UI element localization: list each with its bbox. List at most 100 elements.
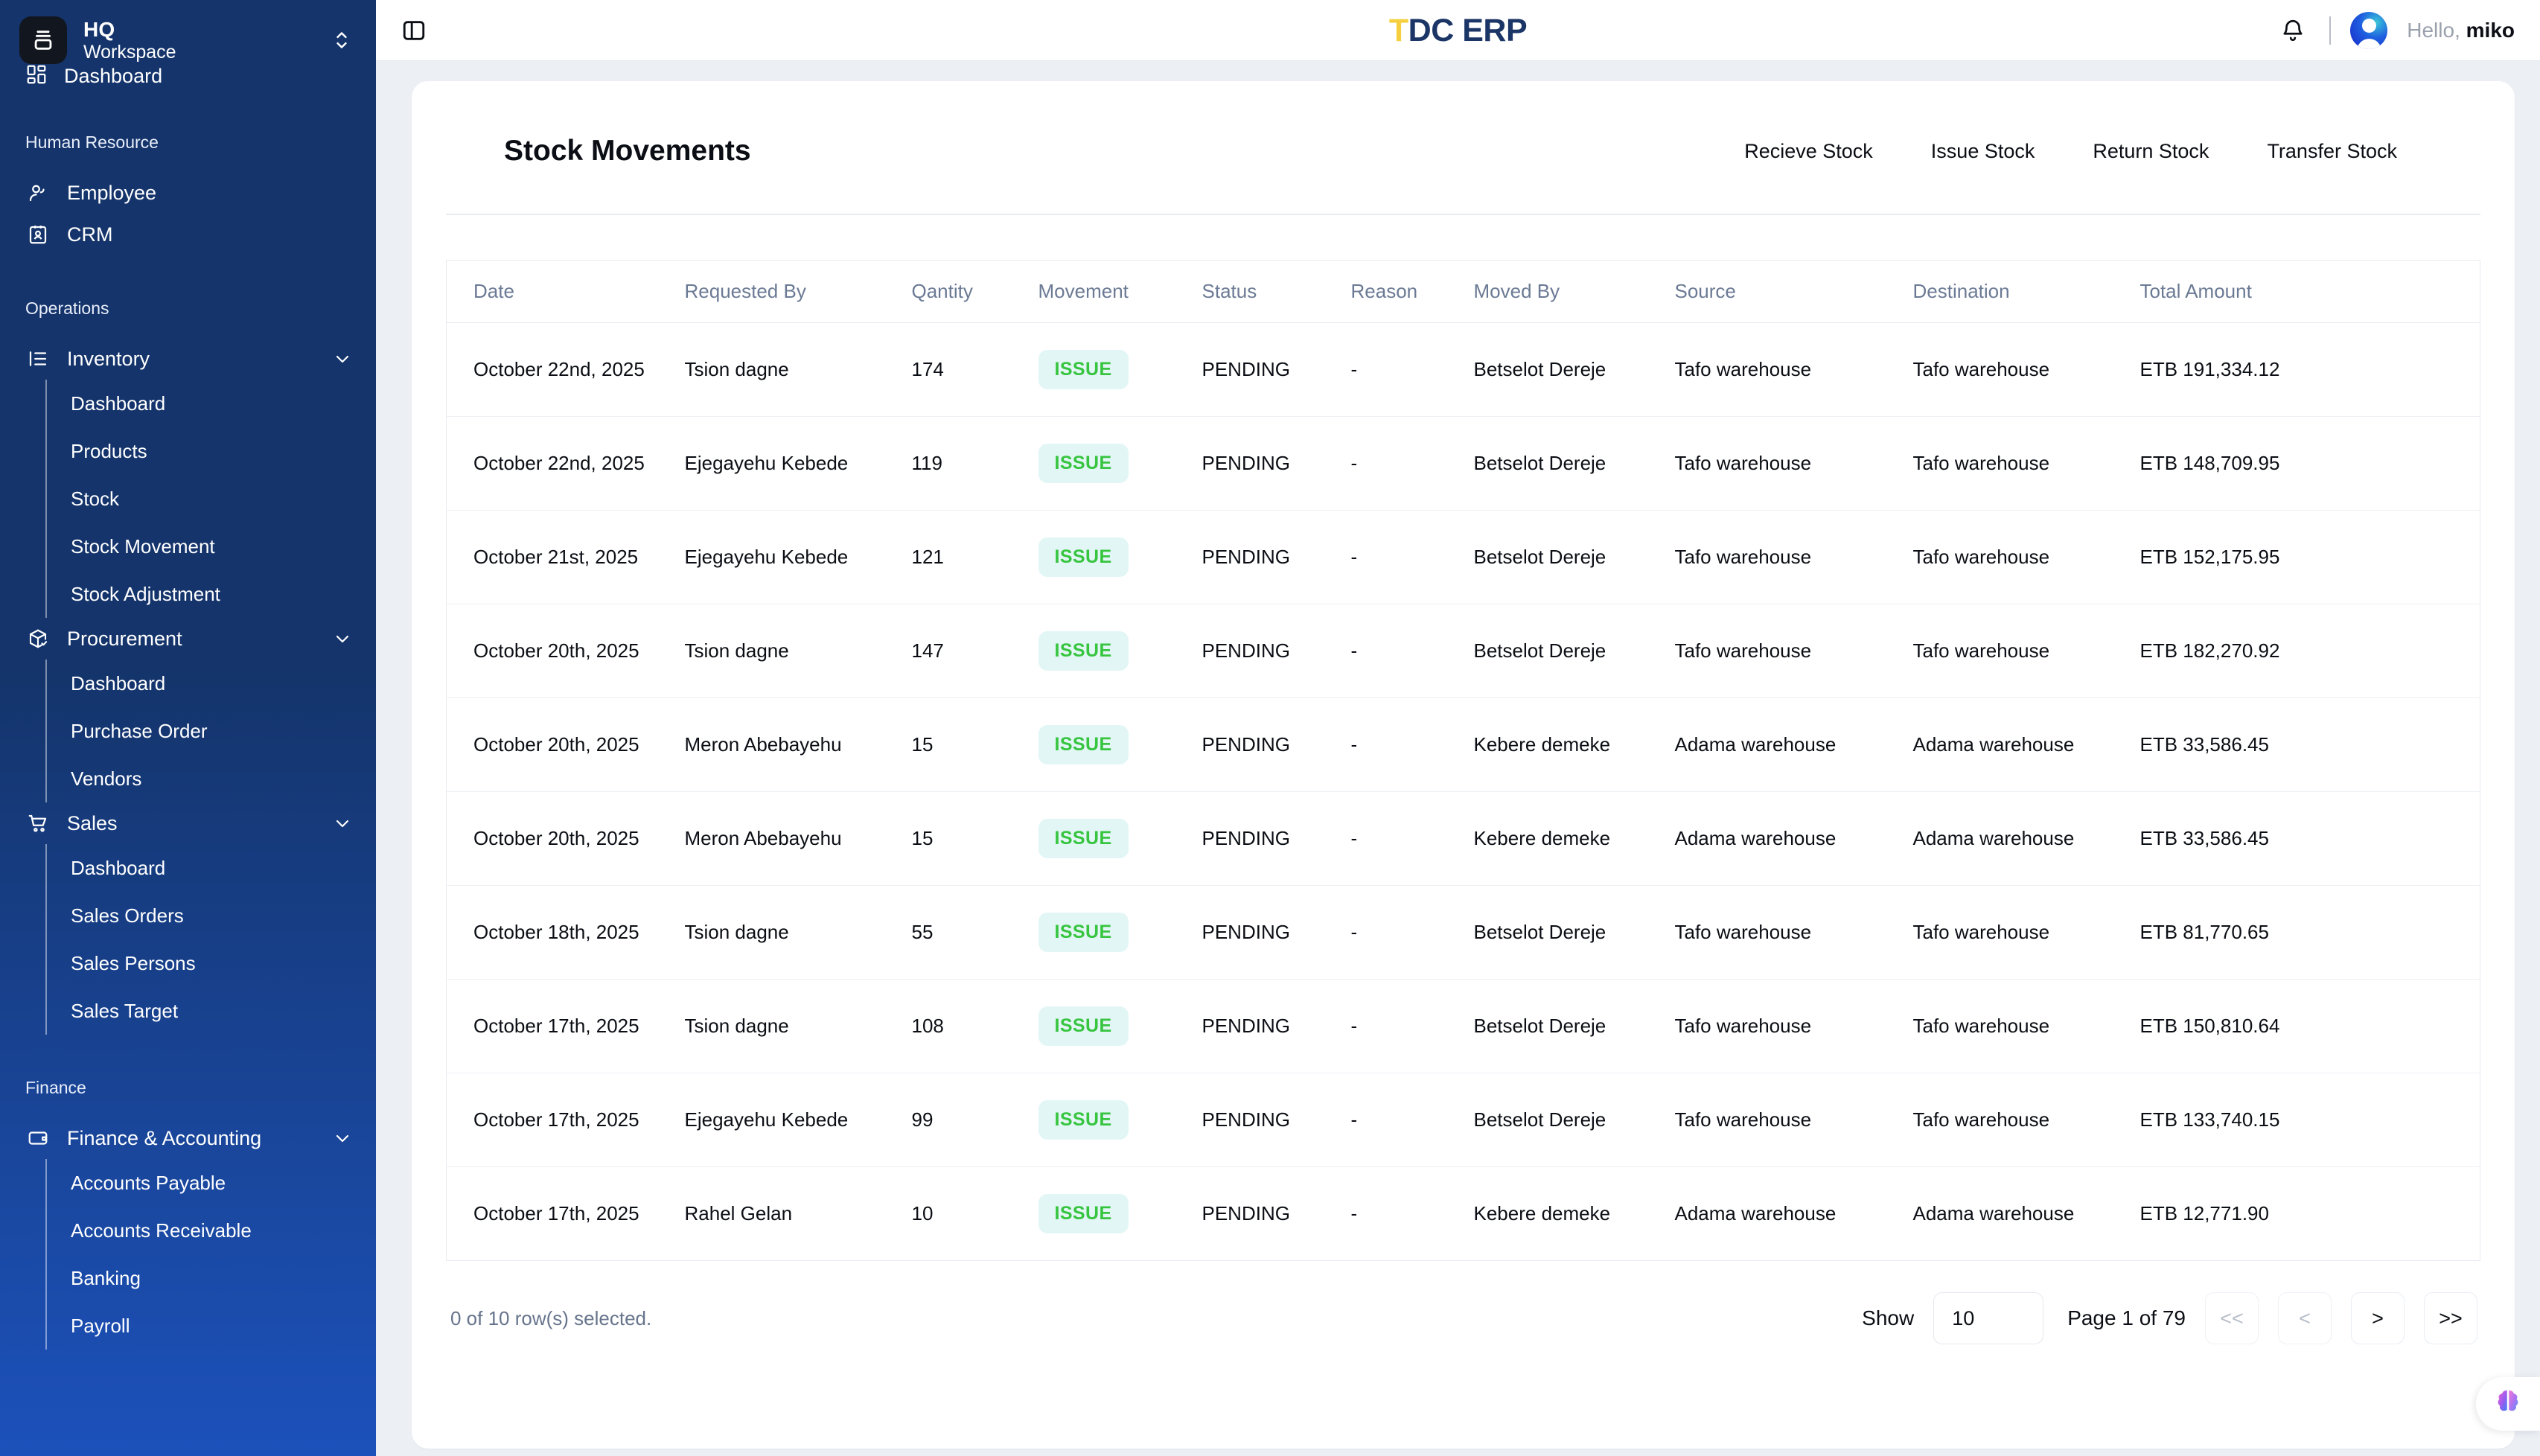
sidebar-item-crm[interactable]: CRM [0, 214, 376, 255]
cell-destination: Adama warehouse [1912, 791, 2140, 886]
cell-reason: - [1350, 885, 1474, 980]
table-row[interactable]: October 21st, 2025 Ejegayehu Kebede 121 ISS… [446, 510, 2480, 604]
workspace-name: HQ [83, 18, 115, 42]
cell-date: October 17th, 2025 [446, 979, 685, 1073]
sidebar-group-label-human-resource: Human Resource [25, 132, 159, 152]
page-size-select[interactable]: 10 [1933, 1292, 2044, 1344]
movement-badge: ISSUE [1038, 350, 1129, 389]
sidebar-child-inventory-stock-adjustment[interactable]: Stock Adjustment [71, 582, 220, 605]
chevron-up-down-icon[interactable] [327, 29, 357, 51]
cell-requested-by: Ejegayehu Kebede [684, 510, 912, 604]
first-page-button[interactable]: << [2205, 1292, 2259, 1344]
sidebar-child-inventory-products[interactable]: Products [71, 439, 147, 462]
table-row[interactable]: October 20th, 2025 Meron Abebayehu 15 ISSUE… [446, 791, 2480, 886]
sidebar-item-sales[interactable]: Sales [0, 802, 376, 844]
avatar[interactable] [2350, 11, 2388, 49]
cell-destination: Adama warehouse [1912, 697, 2140, 792]
sidebar-child-accounts-receivable[interactable]: Accounts Receivable [71, 1219, 252, 1242]
table-row[interactable]: October 22nd, 2025 Tsion dagne 174 ISSUE PEN… [446, 322, 2480, 417]
sidebar-child-sales-orders[interactable]: Sales Orders [71, 904, 184, 927]
cell-movement: ISSUE [1038, 697, 1202, 792]
sidebar-child-inventory-stock[interactable]: Stock [71, 487, 120, 510]
sidebar-child-procurement-purchase-order[interactable]: Purchase Order [71, 719, 208, 742]
cell-moved-by: Betselot Dereje [1473, 510, 1675, 604]
table-row[interactable]: October 22nd, 2025 Ejegayehu Kebede 119 ISS… [446, 416, 2480, 511]
workspace-text: HQ Workspace [83, 18, 310, 62]
prev-page-button[interactable]: < [2278, 1292, 2332, 1344]
movement-badge: ISSUE [1038, 1100, 1129, 1140]
table-row[interactable]: October 17th, 2025 Rahel Gelan 10 ISSUE PEND… [447, 1167, 2480, 1261]
sidebar-child-banking[interactable]: Banking [71, 1266, 141, 1289]
transfer-stock-button[interactable]: Transfer Stock [2241, 127, 2422, 176]
cell-requested-by: Rahel Gelan [684, 1202, 793, 1224]
chevron-down-icon[interactable] [331, 350, 354, 368]
sidebar-item-dashboard[interactable]: Dashboard [0, 63, 376, 89]
sidebar-item-label: CRM [67, 223, 113, 246]
sidebar-child-procurement-dashboard[interactable]: Dashboard [71, 671, 166, 695]
sidebar-item-procurement[interactable]: Procurement [0, 618, 376, 660]
recieve-stock-button[interactable]: Recieve Stock [1719, 127, 1898, 176]
brand-accent-letter: T [1388, 12, 1408, 48]
cell-total-amount: ETB 182,270.92 [2139, 604, 2480, 698]
return-stock-button[interactable]: Return Stock [2067, 127, 2234, 176]
sidebar-child-payroll[interactable]: Payroll [71, 1314, 130, 1337]
sidebar-child-accounts-payable[interactable]: Accounts Payable [71, 1171, 226, 1194]
top-bar: TDC ERP Hello, miko [376, 0, 2540, 61]
column-header-movement[interactable]: Movement [1038, 260, 1202, 323]
cell-total-amount: ETB 133,740.15 [2139, 1073, 2480, 1167]
table-row[interactable]: October 20th, 2025 Tsion dagne 147 ISSUE PEN… [446, 604, 2480, 698]
table-row[interactable]: October 20th, 2025 Meron Abebayehu 15 ISSUE… [446, 697, 2480, 792]
column-header-destination[interactable]: Destination [1912, 260, 2140, 323]
column-header-source[interactable]: Source [1674, 260, 1913, 323]
column-header-requested-by[interactable]: Requested By [684, 260, 912, 323]
cell-total-amount: ETB 12,771.90 [2139, 1202, 2269, 1224]
cell-reason: - [1350, 1202, 1358, 1224]
cell-status: PENDING [1202, 885, 1351, 980]
sidebar-child-sales-dashboard[interactable]: Dashboard [71, 856, 166, 879]
column-header-qantity[interactable]: Qantity [911, 260, 1038, 323]
sidebar-item-inventory[interactable]: Inventory [0, 338, 376, 380]
bell-icon[interactable] [2276, 13, 2310, 48]
sidebar-child-inventory-dashboard[interactable]: Dashboard [71, 392, 166, 415]
chevron-down-icon[interactable] [331, 1129, 354, 1147]
column-header-reason[interactable]: Reason [1350, 260, 1474, 323]
sidebar-child-sales-persons[interactable]: Sales Persons [71, 951, 196, 974]
column-header-total-amount[interactable]: Total Amount [2139, 260, 2480, 323]
column-header-date[interactable]: Date [446, 260, 685, 323]
content-region: Stock Movements Recieve Stock Issue Stoc… [376, 61, 2540, 1456]
cell-requested-by: Tsion dagne [684, 885, 912, 980]
shopping-cart-icon [25, 811, 51, 836]
column-header-status[interactable]: Status [1202, 260, 1351, 323]
cell-destination: Tafo warehouse [1912, 322, 2140, 417]
table-row[interactable]: October 17th, 2025 Tsion dagne 108 ISSUE PEN… [446, 979, 2480, 1073]
sidebar-item-employee[interactable]: Employee [0, 172, 376, 214]
workspace-switcher[interactable]: HQ Workspace [0, 0, 376, 77]
cell-date: October 17th, 2025 [446, 1073, 685, 1167]
sidebar-child-procurement-vendors[interactable]: Vendors [71, 767, 142, 790]
last-page-button[interactable]: >> [2424, 1292, 2477, 1344]
table-row[interactable]: October 17th, 2025 Ejegayehu Kebede 99 ISSU… [446, 1073, 2480, 1167]
ai-assistant-button[interactable] [2476, 1377, 2540, 1431]
cell-total-amount: ETB 33,586.45 [2139, 697, 2480, 792]
issue-stock-button[interactable]: Issue Stock [1906, 127, 2061, 176]
sidebar-toggle-icon[interactable] [397, 13, 431, 48]
cell-moved-by: Kebere demeke [1473, 1202, 1611, 1224]
cell-reason: - [1350, 979, 1474, 1073]
chevron-down-icon[interactable] [331, 814, 354, 832]
sidebar-group-label-finance: Finance [25, 1078, 86, 1097]
sidebar-item-finance-accounting[interactable]: Finance & Accounting [0, 1117, 376, 1159]
sidebar-child-inventory-stock-movement[interactable]: Stock Movement [71, 534, 215, 558]
table-row[interactable]: October 18th, 2025 Tsion dagne 55 ISSUE PEND… [446, 885, 2480, 980]
column-header-moved-by[interactable]: Moved By [1473, 260, 1675, 323]
sidebar-children-inventory: Dashboard Products Stock Stock Movement … [45, 380, 376, 618]
cell-source: Tafo warehouse [1674, 604, 1913, 698]
table-container: Date Requested By Qantity Movement Statu… [446, 215, 2480, 1344]
greeting-text: Hello, miko [2407, 19, 2515, 42]
cell-reason: - [1350, 697, 1474, 792]
next-page-button[interactable]: > [2351, 1292, 2405, 1344]
chevron-down-icon[interactable] [331, 630, 354, 648]
cell-status: PENDING [1202, 510, 1351, 604]
sidebar-child-sales-target[interactable]: Sales Target [71, 999, 179, 1022]
cell-destination: Tafo warehouse [1912, 885, 2140, 980]
cell-total-amount: ETB 150,810.64 [2139, 979, 2480, 1073]
